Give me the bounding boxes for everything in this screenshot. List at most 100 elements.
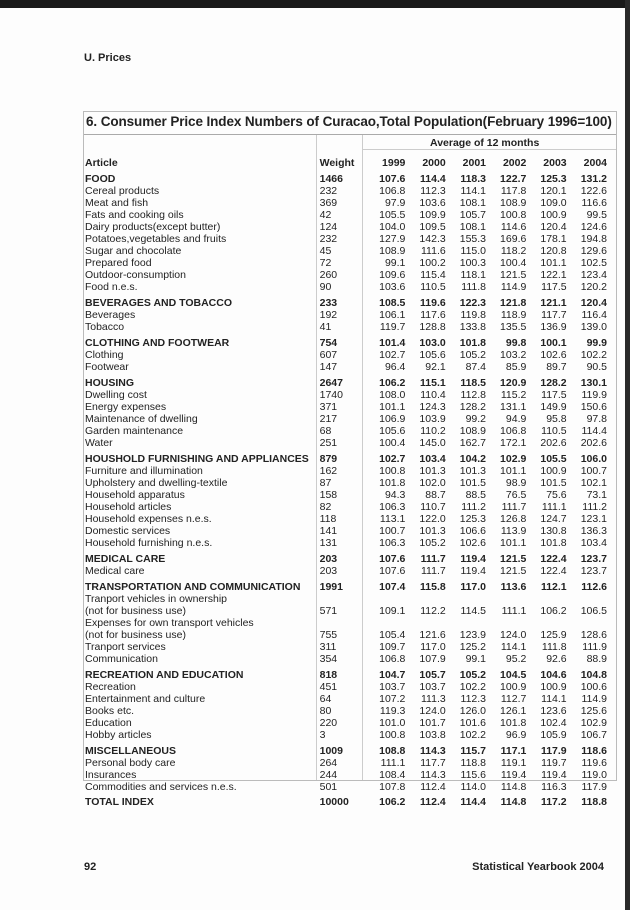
cell-article: CLOTHING AND FOOTWEAR	[85, 336, 230, 349]
cell-value-1999: 103.6	[379, 281, 406, 293]
span-header: Average of 12 months	[430, 137, 540, 149]
cell-value-2004: 129.6	[580, 245, 607, 257]
cell-value-2003: 114.1	[541, 693, 567, 705]
table-row: Cereal products 232 106.8 112.3 114.1 117.8 12…	[84, 185, 607, 197]
cell-value-2000: 111.3	[420, 693, 446, 705]
cell-value-1999: 111.1	[380, 757, 406, 769]
cell-article: MEDICAL CARE	[85, 552, 166, 565]
table-row: Tobacco 41 119.7 128.8 133.8 135.5 136.9 139.0	[84, 321, 607, 333]
cell-value-2000: 117.6	[420, 309, 446, 321]
cell-value-2000: 124.0	[419, 705, 446, 717]
cell-value-2003: 101.1	[540, 257, 567, 269]
cell-weight: 42	[319, 209, 332, 221]
cell-value-2002: 169.6	[500, 233, 527, 245]
cell-value-2003: 202.6	[540, 437, 567, 449]
table-title: 6. Consumer Price Index Numbers of Curac…	[86, 114, 612, 129]
cell-value-2003	[526, 593, 566, 605]
cell-value-2004: 117.9	[581, 781, 608, 793]
cell-weight: 10000	[319, 796, 349, 808]
cell-value-2000: 115.8	[420, 580, 446, 593]
cell-value-2000: 112.3	[420, 185, 446, 197]
cell-value-2001: 105.2	[459, 349, 487, 361]
cell-value-2001: 125.3	[459, 513, 487, 525]
cell-weight: 607	[319, 349, 338, 361]
cell-value-2000: 103.0	[419, 336, 446, 349]
cell-value-2001: 115.0	[460, 245, 487, 257]
cell-value-2000: 114.3	[420, 769, 446, 781]
cell-value-2004: 130.1	[580, 376, 607, 389]
cell-value-2002: 100.4	[500, 257, 527, 269]
table-row: Footwear 147 96.4 92.1 87.4 85.9 89.7 90.5	[84, 361, 607, 373]
cell-value-2003: 105.9	[540, 729, 567, 741]
cell-value-2004: 100.6	[580, 681, 607, 693]
cell-value-2002: 119.1	[500, 757, 527, 769]
cell-value-2002: 85.9	[505, 361, 527, 373]
cell-article: Maintenance of dwelling	[85, 413, 198, 425]
cell-weight: 217	[319, 413, 338, 425]
cell-value-1999: 106.9	[379, 413, 406, 425]
cell-value-2000: 101.3	[419, 465, 446, 477]
cell-value-2001: 112.8	[460, 389, 487, 401]
table-row: Household apparatus 158 94.3 88.7 88.5 76.5 75…	[84, 489, 607, 501]
table-row: Books etc. 80 119.3 124.0 126.0 126.1 123.6 125…	[84, 705, 607, 717]
cell-value-2003: 128.2	[540, 376, 567, 389]
cell-value-2004: 119.9	[581, 389, 608, 401]
cell-article: Furniture and illumination	[85, 465, 203, 477]
cell-article: Household furnishing n.e.s.	[85, 537, 213, 549]
cell-value-2001: 118.3	[460, 172, 487, 185]
cell-article: Medical care	[85, 565, 145, 577]
cell-value-2002: 104.5	[500, 668, 527, 681]
cell-value-2002: 117.8	[500, 185, 527, 197]
cell-value-2003: 100.9	[540, 209, 567, 221]
cell-value-2004: 102.9	[580, 717, 607, 729]
table-row: Meat and fish 369 97.9 103.6 108.1 108.9 109.0…	[84, 197, 607, 209]
cell-article: Dwelling cost	[85, 389, 147, 401]
cell-value-2001: 101.6	[459, 717, 487, 729]
cell-value-2002: 118.9	[500, 309, 527, 321]
header-weight: Weight	[319, 157, 355, 169]
cell-value-2004: 90.5	[586, 361, 607, 373]
cell-value-2000: 105.2	[419, 537, 446, 549]
cell-value-1999: 107.8	[379, 781, 406, 793]
cell-value-2001: 119.4	[460, 552, 487, 565]
cell-value-2001	[446, 617, 486, 629]
cell-value-2001: 114.0	[460, 781, 487, 793]
cell-weight: 244	[319, 769, 338, 781]
cell-value-2004: 124.6	[580, 221, 607, 233]
cell-article: MISCELLANEOUS	[85, 744, 177, 757]
cell-value-2000: 117.7	[420, 757, 446, 769]
cell-value-2002: 126.8	[500, 513, 527, 525]
cell-value-1999: 107.4	[379, 580, 406, 593]
cell-value-2003: 125.3	[540, 172, 567, 185]
cell-value-2002: 120.9	[500, 376, 527, 389]
cell-value-2004: 122.6	[580, 185, 607, 197]
cell-value-2003: 100.9	[540, 465, 567, 477]
table-row: Entertainment and culture 64 107.2 111.3 112…	[84, 693, 607, 705]
cell-value-2002: 96.9	[505, 729, 527, 741]
cell-value-2002: 114.9	[500, 281, 527, 293]
cell-value-2000: 119.6	[420, 296, 446, 309]
cell-article: BEVERAGES AND TOBACCO	[85, 296, 233, 309]
cell-value-2001: 99.1	[465, 653, 487, 665]
cell-value-2000: 111.7	[420, 552, 446, 565]
cell-value-2001: 99.2	[465, 413, 487, 425]
cell-value-2002: 117.1	[500, 744, 527, 757]
cell-value-2000: 102.0	[419, 477, 446, 489]
cell-value-1999: 103.7	[379, 681, 406, 693]
cell-value-2003: 124.7	[540, 513, 567, 525]
cell-value-2004: 114.9	[581, 693, 608, 705]
cell-value-2002: 172.1	[500, 437, 527, 449]
cell-value-2000: 105.6	[419, 349, 446, 361]
table-row: Tranport services 311 109.7 117.0 125.2 114.1…	[84, 641, 607, 653]
table-row: Beverages 192 106.1 117.6 119.8 118.9 117.7 116…	[84, 309, 607, 321]
cell-weight: 1009	[319, 744, 343, 757]
cell-article: HOUSING	[85, 376, 135, 389]
table-row: Fats and cooking oils 42 105.5 109.9 105.7 10…	[84, 209, 607, 221]
cell-value-2004: 100.7	[580, 465, 607, 477]
group-row: TRANSPORTATION AND COMMUNICATION 1991 107.…	[84, 577, 607, 593]
cell-value-2003: 119.7	[541, 757, 567, 769]
cell-article: Domestic services	[85, 525, 171, 537]
table-row: Energy expenses 371 101.1 124.3 128.2 131.1 14…	[84, 401, 607, 413]
cell-value-1999: 100.7	[379, 525, 406, 537]
cell-value-2002: 121.5	[500, 269, 527, 281]
